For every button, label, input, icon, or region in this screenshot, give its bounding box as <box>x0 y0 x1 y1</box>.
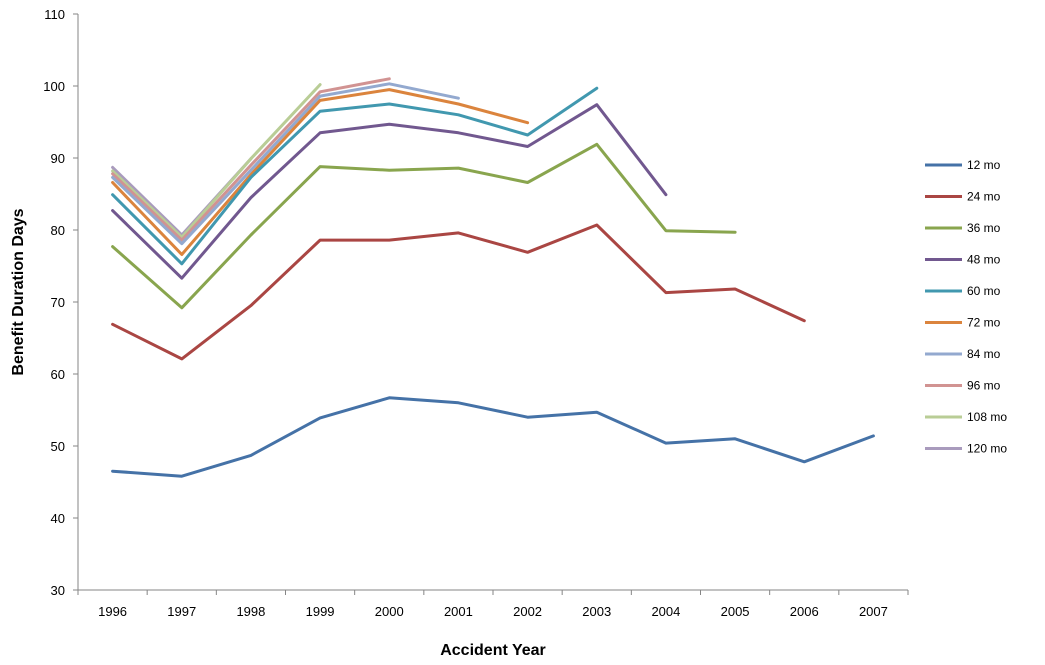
series-line-60-mo <box>111 86 599 266</box>
y-axis-title: Benefit Duration Days <box>10 208 27 375</box>
series-line-24-mo <box>111 223 806 361</box>
legend-label: 84 mo <box>967 347 1001 361</box>
legend-label: 96 mo <box>967 379 1001 393</box>
legend-label: 72 mo <box>967 316 1001 330</box>
legend: 12 mo 24 mo 36 mo 48 mo 60 mo 72 mo 84 mo 96 mo… <box>925 158 1007 456</box>
x-axis: 1996 1997 1998 1999 2000 2001 2002 2003 2004 2005… <box>77 589 909 619</box>
x-tick-label: 2007 <box>859 604 888 619</box>
x-tick-label: 1998 <box>236 604 265 619</box>
y-tick-label: 80 <box>51 223 65 238</box>
series-layer <box>111 77 875 478</box>
legend-item: 108 mo <box>925 410 1007 424</box>
legend-label: 24 mo <box>967 190 1001 204</box>
series-line-96-mo <box>111 77 391 242</box>
x-tick-label: 1997 <box>167 604 196 619</box>
legend-item: 72 mo <box>925 316 1001 330</box>
y-tick-label: 40 <box>51 511 65 526</box>
legend-item: 12 mo <box>925 158 1001 172</box>
legend-label: 108 mo <box>967 410 1007 424</box>
y-tick-label: 70 <box>51 295 65 310</box>
legend-item: 120 mo <box>925 442 1007 456</box>
x-tick-label: 1999 <box>306 604 335 619</box>
legend-item: 84 mo <box>925 347 1001 361</box>
legend-label: 12 mo <box>967 158 1001 172</box>
legend-item: 24 mo <box>925 190 1001 204</box>
series-line-36-mo <box>111 142 737 310</box>
legend-item: 36 mo <box>925 221 1001 235</box>
y-tick-label: 100 <box>43 79 65 94</box>
series-line-84-mo <box>111 82 460 246</box>
y-tick-label: 110 <box>44 7 65 22</box>
legend-label: 48 mo <box>967 253 1001 267</box>
legend-label: 60 mo <box>967 284 1001 298</box>
x-tick-label: 2000 <box>375 604 404 619</box>
y-tick-label: 90 <box>51 151 65 166</box>
x-tick-label: 2002 <box>513 604 542 619</box>
x-axis-title: Accident Year <box>440 642 546 659</box>
x-tick-label: 2004 <box>651 604 680 619</box>
series-line-48-mo <box>111 103 668 280</box>
y-tick-label: 60 <box>51 367 65 382</box>
y-tick-label: 30 <box>51 583 65 598</box>
y-tick-label: 50 <box>51 439 65 454</box>
legend-label: 120 mo <box>967 442 1007 456</box>
legend-item: 60 mo <box>925 284 1001 298</box>
x-tick-label: 2003 <box>582 604 611 619</box>
legend-label: 36 mo <box>967 221 1001 235</box>
legend-item: 96 mo <box>925 379 1001 393</box>
x-tick-label: 2006 <box>790 604 819 619</box>
legend-item: 48 mo <box>925 253 1001 267</box>
y-axis: 30 40 50 60 70 80 90 100 110 <box>43 7 79 598</box>
x-tick-label: 1996 <box>98 604 127 619</box>
x-tick-label: 2005 <box>721 604 750 619</box>
series-line-72-mo <box>111 88 530 256</box>
series-line-108-mo <box>111 83 322 239</box>
x-tick-label: 2001 <box>444 604 473 619</box>
series-line-12-mo <box>111 396 875 478</box>
